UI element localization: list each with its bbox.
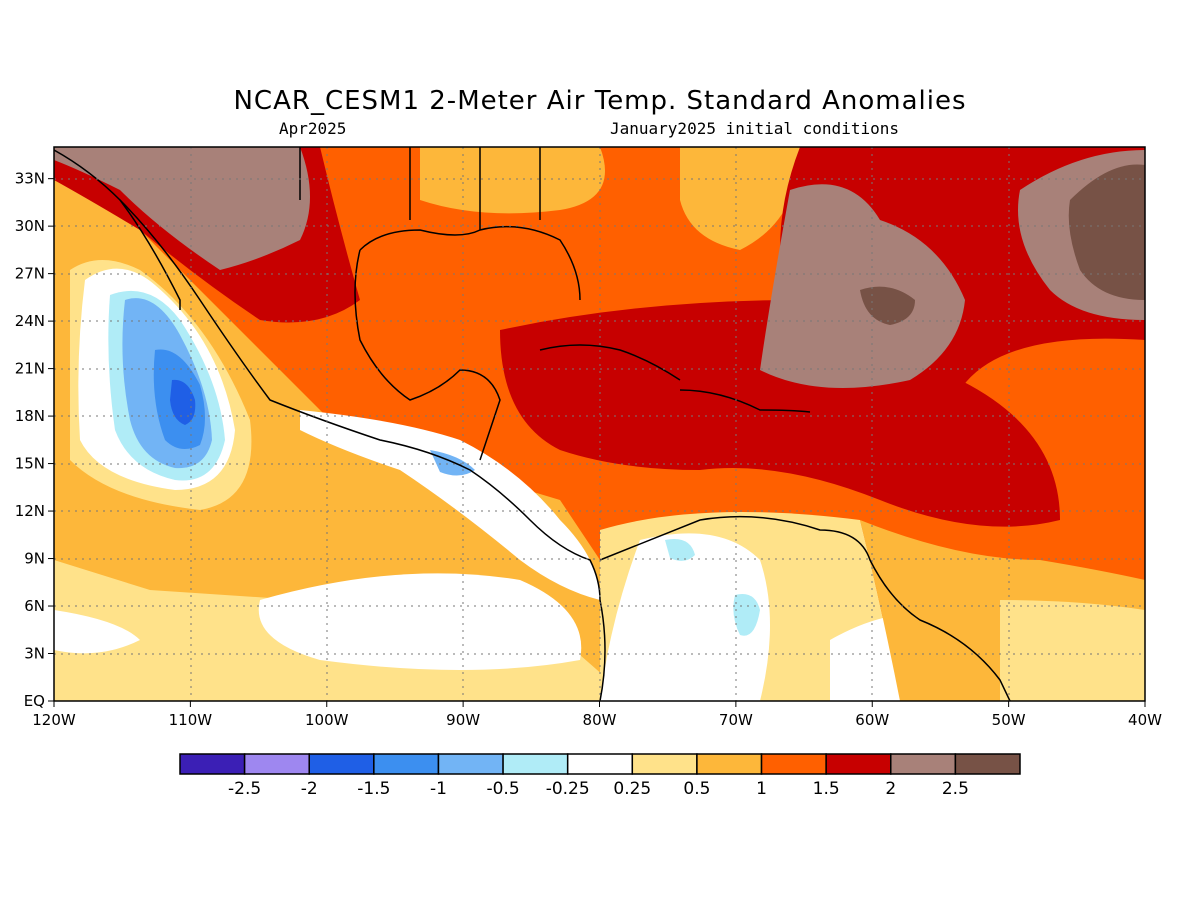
field-pacific-white-2 (54, 610, 140, 654)
field-cold-core (170, 379, 196, 425)
colorbar-swatch (631, 753, 698, 775)
colorbar-swatch (696, 753, 763, 775)
colorbar-label: -2.5 (228, 779, 261, 799)
lat-tick-label: 9N (24, 550, 45, 568)
colorbar-label: 0.5 (683, 779, 710, 799)
colorbar-swatch (890, 753, 957, 775)
colorbar-swatch (308, 753, 375, 775)
lon-tick-label: 80W (583, 711, 617, 729)
colorbar-label: -0.25 (546, 779, 590, 799)
field-atl-brown (760, 184, 965, 388)
longitude-axis: 120W 110W 100W 90W 80W 70W 60W 50W 40W (32, 701, 1162, 729)
field-atl-darkbrown (860, 286, 915, 325)
field-us-orange (420, 147, 605, 214)
anomaly-field (54, 147, 1145, 701)
colorbar-label: 0.25 (613, 779, 651, 799)
lon-tick-label: 120W (32, 711, 76, 729)
colorbar-label: -1.5 (357, 779, 390, 799)
colorbar-label: -2 (301, 779, 318, 799)
map-title: NCAR_CESM1 2-Meter Air Temp. Standard An… (233, 86, 967, 116)
lon-tick-label: 50W (992, 711, 1026, 729)
colorbar-swatch (502, 753, 569, 775)
lon-tick-label: 40W (1128, 711, 1162, 729)
lat-tick-label: 24N (15, 312, 45, 330)
colorbar-swatch (566, 753, 634, 775)
latitude-axis: EQ 3N 6N 9N 12N 15N 18N 21N 24N 27N 30N 33N (15, 170, 54, 710)
field-sa-lightblue-2 (665, 539, 695, 561)
colorbar-label: 1 (756, 779, 767, 799)
colorbar-swatch (437, 753, 504, 775)
colorbar-label: 2 (885, 779, 896, 799)
colorbar-swatch (760, 753, 827, 775)
colorbar-label: 2.5 (942, 779, 969, 799)
lat-tick-label: 33N (15, 170, 45, 188)
field-atl-yellow (1000, 600, 1145, 701)
lat-tick-label: 30N (15, 217, 45, 235)
colorbar-swatch (179, 753, 246, 775)
field-mexico-brown (54, 147, 310, 270)
field-pacific-white (258, 573, 582, 670)
initial-conditions: January2025 initial conditions (610, 119, 899, 138)
lat-tick-label: 18N (15, 407, 45, 425)
colorbar-swatch (954, 753, 1021, 775)
colorbar-swatch (825, 753, 892, 775)
lon-tick-label: 100W (305, 711, 349, 729)
lat-tick-label: EQ (24, 692, 45, 710)
lat-tick-label: 3N (24, 645, 45, 663)
colorbar-label: -1 (430, 779, 447, 799)
lon-tick-label: 90W (446, 711, 480, 729)
lon-tick-label: 110W (169, 711, 213, 729)
lat-tick-label: 21N (15, 360, 45, 378)
lat-tick-label: 15N (15, 455, 45, 473)
coastlines (54, 147, 1011, 701)
colorbar-label: -0.5 (486, 779, 519, 799)
field-sa-white (600, 533, 770, 701)
lon-tick-label: 70W (719, 711, 753, 729)
lat-tick-label: 12N (15, 502, 45, 520)
field-ca-white (300, 410, 600, 600)
field-atl-orange-n (680, 147, 800, 250)
lat-tick-label: 27N (15, 265, 45, 283)
forecast-month: Apr2025 (279, 119, 347, 138)
lon-tick-label: 60W (855, 711, 889, 729)
colorbar-label: 1.5 (813, 779, 840, 799)
field-ne-darkbrown (1068, 164, 1145, 300)
field-sa-lightblue (733, 594, 760, 636)
lat-tick-label: 6N (24, 597, 45, 615)
colorbar-swatch (373, 753, 440, 775)
field-ca-blue (430, 450, 475, 476)
colorbar: -2.5 -2 -1.5 -1 -0.5 -0.25 0.25 0.5 1 1.5 2 2.5 (179, 753, 1021, 799)
colorbar-swatch (243, 753, 310, 775)
graticule (54, 147, 1145, 701)
